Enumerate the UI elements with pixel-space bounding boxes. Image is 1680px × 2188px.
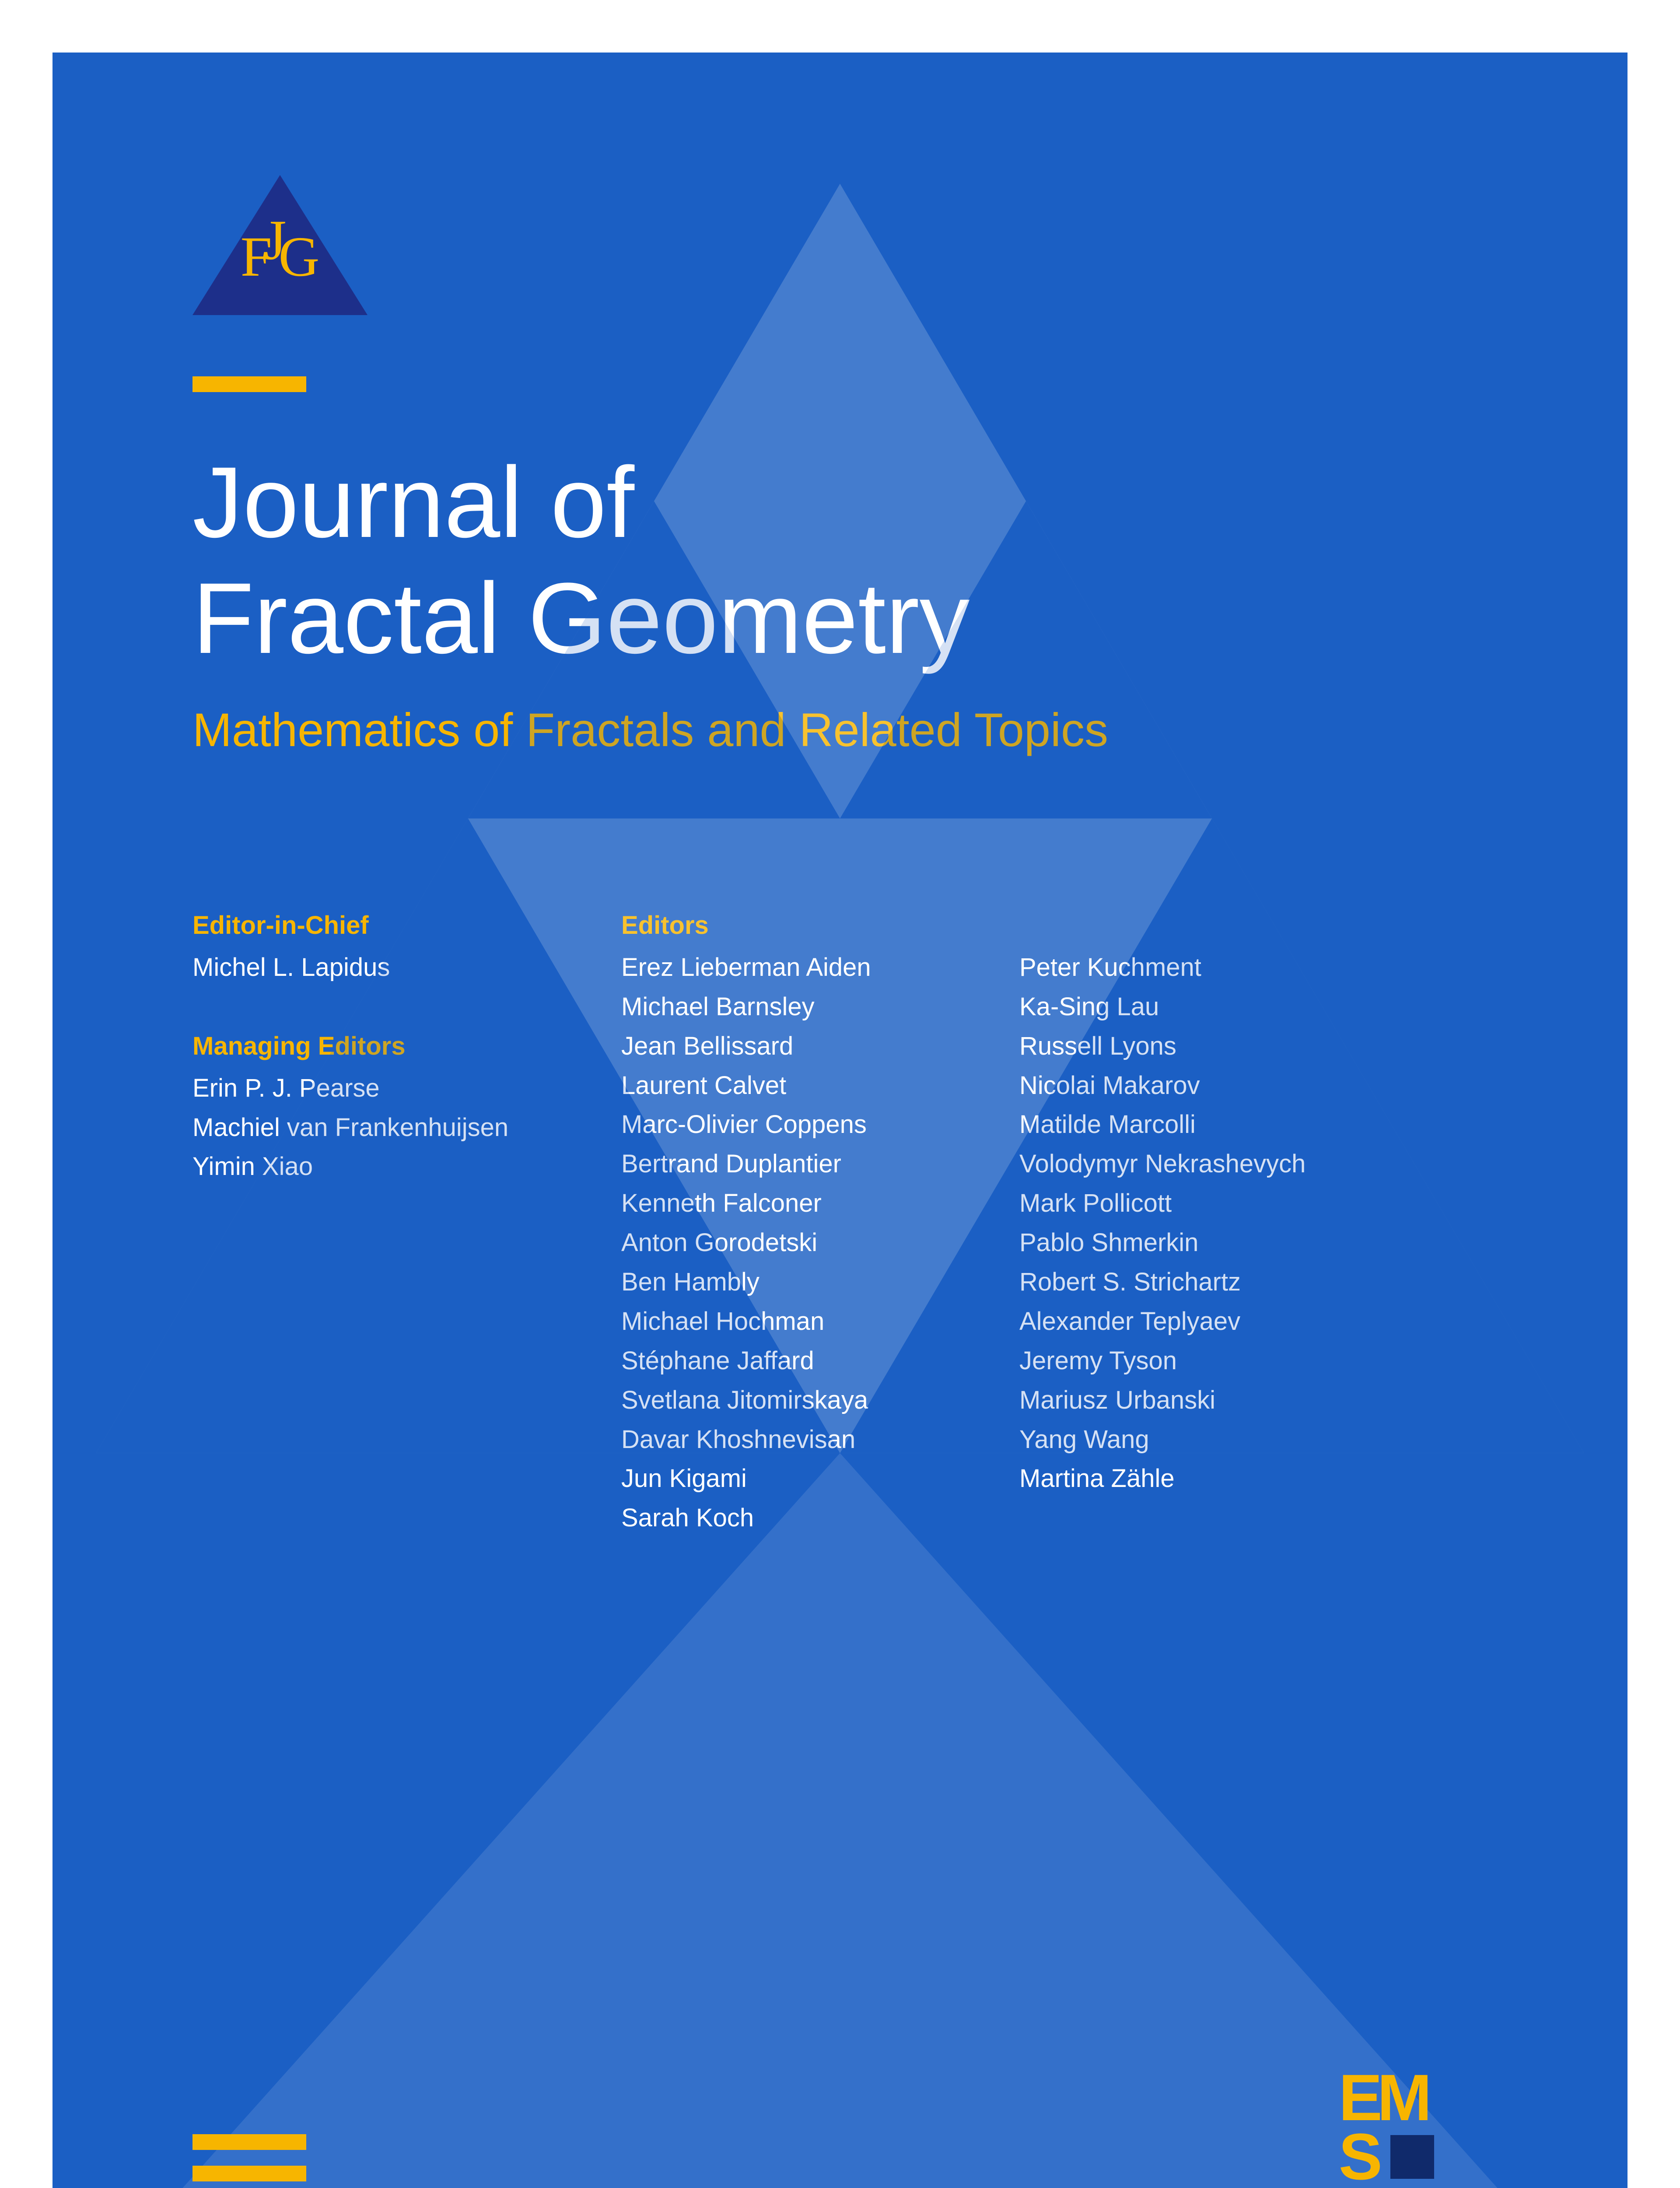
title-line-1: Journal of — [192, 446, 634, 558]
editor-name: Kenneth Falconer — [621, 1184, 993, 1223]
editor-name: Russell Lyons — [1019, 1027, 1391, 1066]
editors-column-left: Editor-in-Chief Michel L. Lapidus Managi… — [192, 906, 595, 1538]
title-line-2: Fractal Geometry — [192, 562, 970, 674]
editor-name: Svetlana Jitomirskaya — [621, 1381, 993, 1420]
name-list: Michel L. Lapidus — [192, 948, 595, 987]
publisher-square-icon — [1390, 2135, 1434, 2179]
editor-in-chief-block: Editor-in-Chief Michel L. Lapidus — [192, 906, 595, 987]
editor-name: Laurent Calvet — [621, 1066, 993, 1105]
editor-name: Erez Lieberman Aiden — [621, 948, 993, 987]
editors-column-middle: Editors Erez Lieberman AidenMichael Barn… — [621, 906, 993, 1538]
name-list: Erin P. J. PearseMachiel van Frankenhuij… — [192, 1069, 595, 1187]
editor-name: Yang Wang — [1019, 1420, 1391, 1459]
editor-name: Jean Bellissard — [621, 1027, 993, 1066]
editor-name: Machiel van Frankenhuijsen — [192, 1108, 595, 1147]
editors-heading: Editors — [621, 906, 993, 945]
editor-name: Anton Gorodetski — [621, 1223, 993, 1262]
editor-name: Pablo Shmerkin — [1019, 1223, 1391, 1262]
name-list: Peter KuchmentKa-Sing LauRussell LyonsNi… — [1019, 948, 1391, 1498]
editor-name: Jeremy Tyson — [1019, 1341, 1391, 1381]
journal-cover: FJG Journal of Fractal Geometry Mathemat… — [52, 53, 1628, 2188]
publisher-glyph-row-1: EM — [1339, 2068, 1488, 2127]
editor-name: Mark Pollicott — [1019, 1184, 1391, 1223]
accent-bar-top — [192, 376, 306, 392]
editors-column-right: Peter KuchmentKa-Sing LauRussell LyonsNi… — [1019, 906, 1391, 1538]
editor-name: Martina Zähle — [1019, 1459, 1391, 1498]
publisher-logo: EM S PRESS — [1339, 2068, 1488, 2188]
editor-name: Sarah Koch — [621, 1498, 993, 1538]
editor-name: Bertrand Duplantier — [621, 1144, 993, 1184]
name-list: Erez Lieberman AidenMichael BarnsleyJean… — [621, 948, 993, 1538]
editor-name: Michel L. Lapidus — [192, 948, 595, 987]
editor-name: Stéphane Jaffard — [621, 1341, 993, 1381]
editor-name: Alexander Teplyaev — [1019, 1302, 1391, 1341]
journal-logo: FJG — [192, 175, 368, 315]
accent-bars-bottom — [192, 2134, 306, 2188]
editor-name: Michael Hochman — [621, 1302, 993, 1341]
editor-name: Matilde Marcolli — [1019, 1105, 1391, 1144]
editor-name: Jun Kigami — [621, 1459, 993, 1498]
editor-name: Marc-Olivier Coppens — [621, 1105, 993, 1144]
editor-name: Ben Hambly — [621, 1262, 993, 1302]
editor-name: Peter Kuchment — [1019, 948, 1391, 987]
editor-name: Yimin Xiao — [192, 1147, 595, 1186]
editor-name: Ka-Sing Lau — [1019, 987, 1391, 1027]
editors-heading-spacer — [1019, 906, 1391, 945]
editor-in-chief-heading: Editor-in-Chief — [192, 906, 595, 945]
publisher-glyph-row-2: S — [1339, 2127, 1377, 2186]
editor-name: Davar Khoshnevisan — [621, 1420, 993, 1459]
managing-editors-heading: Managing Editors — [192, 1027, 595, 1066]
editor-name: Michael Barnsley — [621, 987, 993, 1027]
editor-name: Mariusz Urbanski — [1019, 1381, 1391, 1420]
editors-grid: Editor-in-Chief Michel L. Lapidus Managi… — [192, 906, 1488, 1538]
editor-name: Robert S. Strichartz — [1019, 1262, 1391, 1302]
editor-name: Nicolai Makarov — [1019, 1066, 1391, 1105]
editor-name: Erin P. J. Pearse — [192, 1069, 595, 1108]
editor-name: Volodymyr Nekrashevych — [1019, 1144, 1391, 1184]
journal-title: Journal of Fractal Geometry — [192, 445, 1488, 676]
journal-subtitle: Mathematics of Fractals and Related Topi… — [192, 702, 1488, 757]
managing-editors-block: Managing Editors Erin P. J. PearseMachie… — [192, 1027, 595, 1187]
